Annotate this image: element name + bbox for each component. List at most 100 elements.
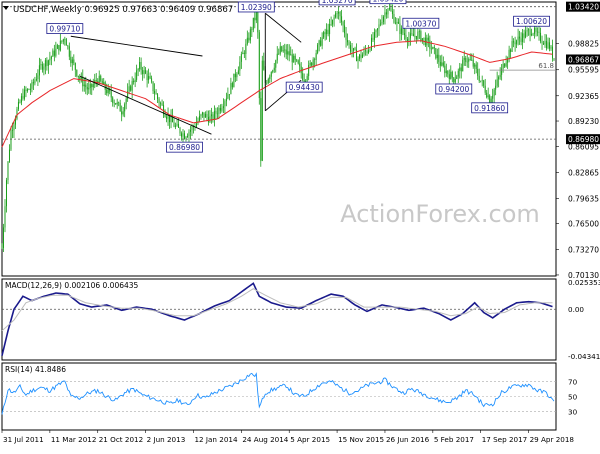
candle-body (511, 41, 513, 52)
macd-title: MACD(12,26,9) 0.002106 0.006435 (5, 281, 139, 290)
candle-body (484, 85, 486, 93)
candle-body (493, 89, 495, 96)
candle-body (198, 116, 200, 121)
candle-body (267, 79, 269, 83)
candle-body (91, 83, 93, 88)
candle-body (354, 48, 356, 50)
candle-body (1, 247, 3, 249)
candle-body (254, 17, 256, 21)
candle-body (390, 8, 392, 12)
candle-body (477, 68, 479, 76)
candle-body (336, 13, 338, 15)
candle-body (5, 180, 7, 207)
candle-body (149, 76, 151, 79)
candle-body (67, 45, 69, 47)
price-callout-label: 1.03420 (372, 0, 403, 4)
x-tick-label: 24 Aug 2014 (242, 435, 288, 444)
candle-body (517, 36, 519, 41)
candle-body (240, 54, 242, 62)
candle-body (447, 70, 449, 75)
candle-body (402, 28, 404, 34)
candle-body (385, 12, 387, 15)
candle-body (302, 73, 304, 81)
candle-body (487, 95, 489, 98)
candle-body (332, 19, 334, 25)
price-callout: 1.00620 (513, 15, 550, 27)
candle-body (338, 12, 340, 14)
candle-body (85, 84, 87, 88)
macd-y-tick-label: 0.00 (568, 305, 584, 314)
candle-body (368, 50, 370, 53)
candle-body (218, 107, 220, 114)
candle-body (516, 40, 518, 45)
candle-body (382, 16, 384, 22)
candle-body (287, 51, 289, 55)
candle-body (106, 89, 108, 94)
candle-body (52, 50, 54, 57)
candle-body (532, 33, 534, 35)
candle-body (61, 40, 63, 42)
candle-body (16, 109, 18, 119)
candle-body (231, 83, 233, 88)
candle-body (38, 65, 40, 76)
candle-body (95, 80, 97, 82)
candle-body (41, 64, 43, 70)
candle-body (46, 60, 48, 66)
candle-body (88, 87, 90, 90)
candle-body (406, 39, 408, 42)
candle-body (26, 89, 28, 91)
candle-body (210, 114, 212, 117)
candle-body (116, 102, 118, 105)
candle-body (188, 131, 190, 137)
candle-body (186, 136, 188, 138)
candle-body (160, 103, 162, 104)
candle-body (58, 45, 60, 51)
candle-body (312, 59, 314, 66)
candle-body (471, 59, 473, 61)
candle-body (275, 60, 277, 68)
candle-body (330, 24, 332, 25)
candle-body (457, 70, 459, 77)
candle-body (71, 59, 73, 64)
candle-body (224, 101, 226, 107)
candle-body (480, 80, 482, 82)
candle-body (423, 37, 425, 39)
price-y-tick-label: 0.86095 (568, 142, 599, 151)
candle-body (320, 40, 322, 46)
candle-body (549, 42, 551, 49)
dropdown-triangle-icon[interactable] (3, 6, 9, 10)
candle-body (7, 161, 9, 181)
candle-body (391, 11, 393, 15)
candle-body (107, 88, 109, 94)
candle-body (442, 62, 444, 66)
candle-body (384, 12, 386, 17)
candle-body (481, 80, 483, 82)
price-callout-label: 1.02390 (241, 3, 272, 12)
candle-body (553, 58, 555, 60)
candle-body (329, 24, 331, 35)
candle-body (454, 79, 456, 83)
price-y-tick-label: 0.89230 (568, 117, 599, 126)
fib-label: 61.8 (538, 62, 554, 70)
candle-body (209, 116, 211, 123)
candle-body (505, 62, 507, 67)
candle-body (552, 46, 554, 59)
candle-body (465, 58, 467, 62)
candle-body (92, 84, 94, 88)
price-tag: 1.03420 (566, 1, 600, 12)
candle-body (462, 59, 464, 72)
candle-body (207, 116, 209, 123)
candle-body (191, 126, 193, 130)
candle-body (540, 32, 542, 42)
macd-panel (1, 278, 557, 361)
candle-body (356, 49, 358, 62)
price-callout: 0.99710 (46, 23, 84, 34)
candle-body (154, 91, 156, 94)
candle-body (29, 88, 31, 90)
candle-body (276, 53, 278, 61)
candle-body (139, 62, 141, 70)
candle-body (359, 54, 361, 59)
candle-body (131, 81, 133, 91)
